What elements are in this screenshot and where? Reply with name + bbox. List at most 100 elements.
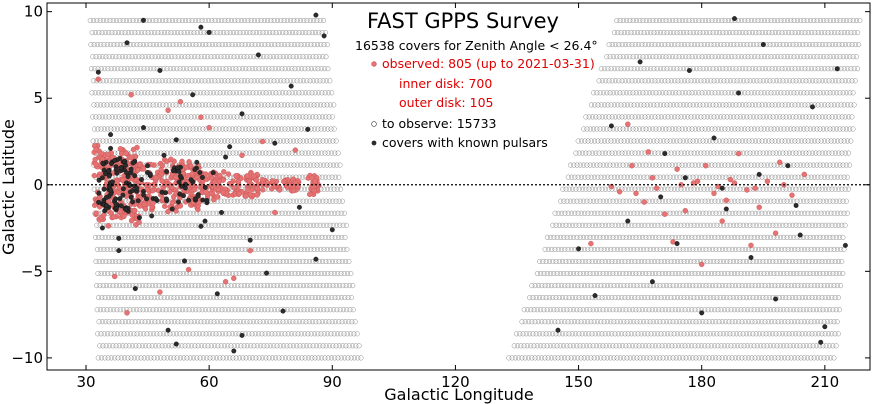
cover-to-observe bbox=[694, 331, 700, 337]
cover-to-observe bbox=[245, 283, 251, 289]
cover-to-observe bbox=[186, 78, 192, 84]
cover-to-observe bbox=[293, 114, 299, 120]
cover-to-observe bbox=[339, 319, 345, 325]
cover-to-observe bbox=[256, 295, 262, 301]
cover-to-observe bbox=[315, 295, 322, 301]
cover-to-observe bbox=[165, 258, 171, 265]
cover-to-observe bbox=[139, 138, 145, 144]
cover-to-observe bbox=[524, 343, 530, 349]
cover-to-observe bbox=[709, 355, 715, 361]
cover-to-observe bbox=[295, 270, 301, 277]
cover-to-observe bbox=[95, 126, 101, 132]
cover-to-observe bbox=[146, 283, 152, 289]
cover-to-observe bbox=[260, 234, 266, 240]
cover-to-observe bbox=[764, 270, 770, 277]
cover-to-observe bbox=[795, 319, 801, 325]
cover-to-observe bbox=[222, 246, 228, 252]
cover-to-observe bbox=[713, 319, 719, 325]
cover-to-observe bbox=[124, 270, 131, 277]
cover-to-observe bbox=[730, 331, 736, 337]
cover-to-observe bbox=[132, 295, 138, 301]
cover-to-observe bbox=[234, 54, 240, 60]
cover-to-observe bbox=[788, 355, 794, 361]
cover-to-observe bbox=[748, 307, 754, 313]
cover-to-observe bbox=[119, 30, 125, 36]
cover-to-observe bbox=[529, 283, 535, 289]
cover-to-observe bbox=[225, 17, 231, 24]
cover-observed bbox=[105, 223, 112, 229]
cover-to-observe bbox=[307, 198, 313, 204]
cover-to-observe bbox=[835, 258, 842, 265]
cover-to-observe bbox=[199, 246, 206, 252]
cover-to-observe bbox=[692, 343, 698, 349]
cover-to-observe bbox=[303, 234, 309, 240]
cover-to-observe bbox=[791, 270, 797, 277]
cover-to-observe bbox=[265, 42, 271, 48]
cover-to-observe bbox=[90, 54, 96, 60]
cover-to-observe bbox=[240, 30, 246, 36]
cover-to-observe bbox=[758, 270, 764, 277]
cover-to-observe bbox=[166, 102, 173, 108]
cover-to-observe bbox=[239, 270, 245, 277]
cover-to-observe bbox=[134, 126, 140, 132]
cover-to-observe bbox=[660, 283, 666, 289]
cover-to-observe bbox=[328, 126, 334, 132]
cover-to-observe bbox=[175, 30, 181, 36]
cover-to-observe bbox=[147, 246, 153, 252]
cover-to-observe bbox=[537, 258, 543, 265]
cover-to-observe bbox=[298, 307, 304, 313]
cover-to-observe bbox=[162, 319, 168, 325]
cover-to-observe bbox=[229, 126, 235, 132]
cover-to-observe bbox=[836, 307, 843, 313]
cover-to-observe bbox=[279, 210, 285, 216]
cover-to-observe bbox=[118, 270, 124, 277]
cover-to-observe bbox=[220, 150, 226, 156]
cover-to-observe bbox=[334, 162, 340, 168]
cover-to-observe bbox=[283, 234, 289, 240]
cover-to-observe bbox=[153, 222, 159, 228]
cover-to-observe bbox=[646, 343, 652, 349]
cover-to-observe bbox=[288, 222, 294, 228]
cover-to-observe bbox=[323, 138, 329, 144]
cover-to-observe bbox=[179, 78, 185, 84]
cover-to-observe bbox=[299, 66, 305, 72]
cover-to-observe bbox=[716, 283, 722, 289]
cover-to-observe bbox=[250, 30, 256, 36]
cover-to-observe bbox=[768, 270, 774, 277]
cover-to-observe bbox=[228, 78, 234, 84]
cover-to-observe bbox=[94, 42, 100, 48]
cover-to-observe bbox=[547, 343, 553, 349]
cover-to-observe bbox=[110, 283, 116, 289]
cover-to-observe bbox=[243, 90, 249, 96]
cover-to-observe bbox=[267, 198, 273, 204]
cover-to-observe bbox=[829, 295, 835, 301]
cover-to-observe bbox=[553, 295, 559, 301]
cover-to-observe bbox=[98, 270, 104, 277]
cover-to-observe bbox=[591, 319, 597, 325]
cover-to-observe bbox=[840, 270, 846, 277]
cover-to-observe bbox=[655, 331, 661, 337]
cover-to-observe bbox=[296, 150, 302, 156]
cover-to-observe bbox=[176, 222, 182, 228]
cover-to-observe bbox=[838, 283, 844, 289]
cover-to-observe bbox=[334, 246, 340, 252]
cover-to-observe bbox=[292, 66, 298, 72]
cover-to-observe bbox=[278, 246, 284, 252]
cover-to-observe bbox=[672, 307, 678, 313]
cover-to-observe bbox=[152, 343, 159, 349]
cover-to-observe bbox=[353, 343, 359, 349]
cover-to-observe bbox=[172, 114, 178, 120]
cover-to-observe bbox=[286, 355, 292, 361]
cover-to-observe bbox=[155, 234, 161, 240]
cover-to-observe bbox=[117, 283, 123, 289]
cover-to-observe bbox=[800, 343, 806, 349]
cover-to-observe bbox=[159, 258, 165, 265]
cover-to-observe bbox=[645, 295, 651, 301]
cover-to-observe bbox=[252, 126, 258, 132]
cover-to-observe bbox=[683, 283, 689, 289]
cover-to-observe bbox=[258, 162, 264, 168]
cover-to-observe bbox=[227, 90, 233, 96]
cover-to-observe bbox=[226, 246, 232, 252]
cover-to-observe bbox=[798, 319, 804, 325]
cover-to-observe bbox=[261, 78, 267, 84]
